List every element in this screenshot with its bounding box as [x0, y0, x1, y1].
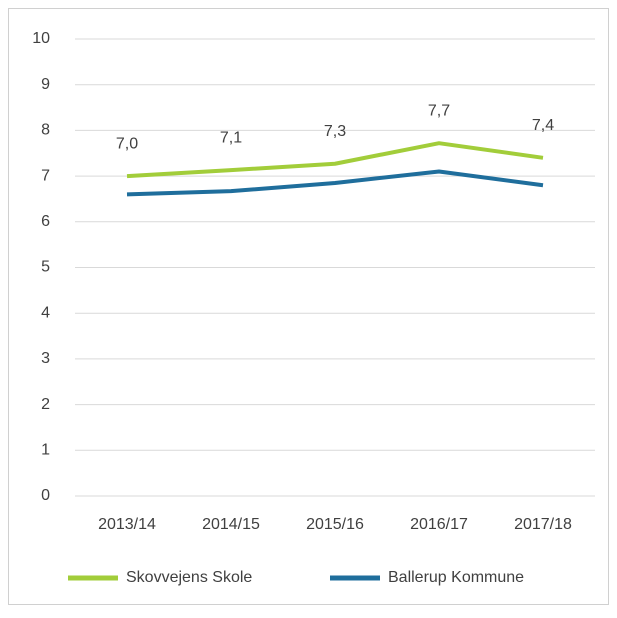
legend-label: Skovvejens Skole [126, 569, 252, 586]
y-tick-label: 10 [32, 30, 50, 47]
y-tick-label: 0 [41, 487, 50, 504]
y-tick-label: 4 [41, 304, 50, 321]
y-tick-label: 2 [41, 396, 50, 413]
data-label: 7,7 [428, 102, 450, 119]
y-tick-label: 6 [41, 213, 50, 230]
chart-border [8, 8, 609, 605]
x-tick-label: 2016/17 [410, 516, 468, 533]
y-tick-label: 9 [41, 76, 50, 93]
y-tick-label: 1 [41, 442, 50, 459]
x-tick-label: 2014/15 [202, 516, 260, 533]
y-tick-label: 5 [41, 259, 50, 276]
y-tick-label: 7 [41, 167, 50, 184]
data-label: 7,0 [116, 135, 138, 152]
x-tick-label: 2015/16 [306, 516, 364, 533]
data-label: 7,4 [532, 117, 554, 134]
series-line [126, 169, 544, 197]
data-label: 7,3 [324, 123, 346, 140]
legend-label: Ballerup Kommune [388, 569, 524, 586]
series-line [126, 141, 544, 179]
y-tick-label: 3 [41, 350, 50, 367]
y-tick-label: 8 [41, 122, 50, 139]
x-tick-label: 2017/18 [514, 516, 572, 533]
x-tick-label: 2013/14 [98, 516, 156, 533]
data-label: 7,1 [220, 129, 242, 146]
